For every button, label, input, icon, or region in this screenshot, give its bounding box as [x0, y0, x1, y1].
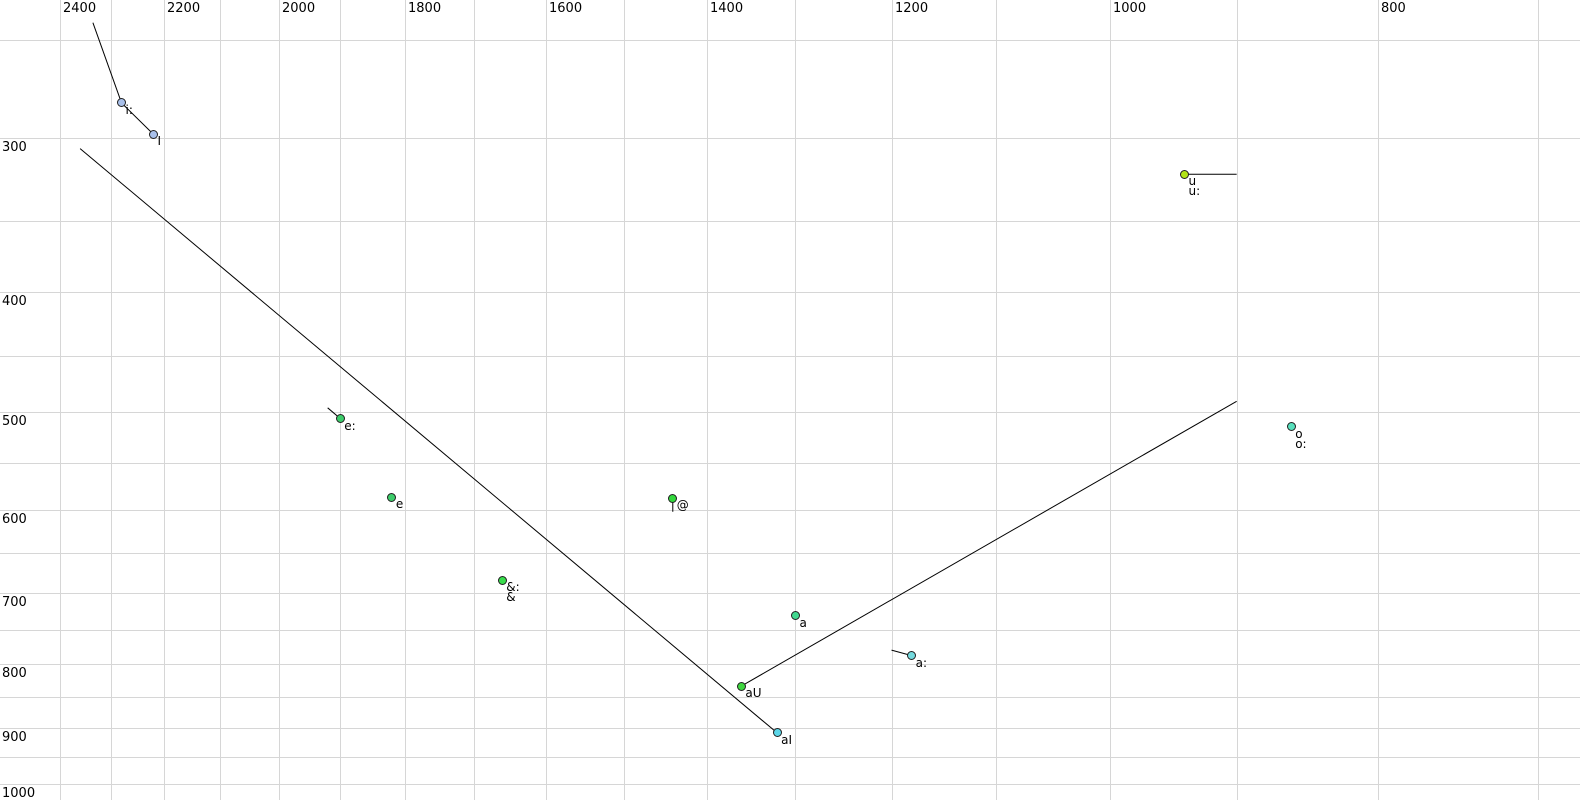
vowel-marker-@ [668, 493, 678, 503]
vowel-marker-e [387, 492, 397, 502]
vowel-marker-a-long [907, 651, 917, 661]
x-axis-tick-label: 1800 [408, 1, 442, 16]
vowel-label: & [506, 590, 516, 605]
vowel-label: aI [781, 732, 793, 747]
formant-trajectory-line [121, 102, 154, 135]
x-axis-tick-label: 800 [1381, 1, 1406, 16]
vowel-marker-o [1286, 422, 1296, 432]
y-axis-tick-label: 800 [2, 666, 27, 681]
vowel-marker-i-long [116, 98, 126, 108]
vowel-label: I [157, 134, 162, 149]
vowel-marker-e-long [335, 414, 345, 424]
vowel-label: e: [344, 418, 356, 433]
formant-trajectory-line [92, 22, 122, 104]
vowel-marker-aU [736, 681, 746, 691]
x-axis-tick-label: 2400 [63, 1, 97, 16]
vowel-label: u: [1188, 184, 1201, 199]
vowel-label: @ [676, 498, 689, 513]
vowel-label: a [799, 615, 807, 630]
x-axis-tick-label: 1000 [1113, 1, 1147, 16]
x-axis-tick-label: 2000 [282, 1, 316, 16]
vowel-label: i: [125, 102, 133, 117]
formant-trajectory-line [79, 148, 778, 734]
vowel-label: aU [745, 686, 762, 701]
vowel-label: &: [506, 580, 520, 595]
x-axis-tick-label: 1200 [895, 1, 929, 16]
x-axis-tick-label: 1400 [710, 1, 744, 16]
y-axis-tick-label: 600 [2, 512, 27, 527]
y-axis-tick-label: 1000 [2, 786, 36, 801]
vowel-marker-I [148, 129, 158, 139]
y-axis-tick-label: 700 [2, 595, 27, 610]
vowel-label: a: [915, 655, 928, 670]
vowel-marker-&-long [497, 575, 507, 585]
vowel-label: o [1295, 426, 1303, 441]
y-axis-tick-label: 500 [2, 414, 27, 429]
vowel-label: e [395, 497, 404, 512]
vowel-marker-aI [772, 728, 782, 738]
x-axis-tick-label: 2200 [167, 1, 201, 16]
vowel-label: o: [1295, 436, 1307, 451]
vowel-marker-a [790, 611, 800, 621]
formant-trajectory-line [741, 400, 1237, 687]
x-axis-tick-label: 1600 [549, 1, 583, 16]
y-axis-tick-label: 900 [2, 730, 27, 745]
y-axis-tick-label: 400 [2, 294, 27, 309]
vowel-marker-u [1179, 169, 1189, 179]
y-axis-tick-label: 300 [2, 140, 27, 155]
vowel-label: u [1188, 174, 1197, 189]
